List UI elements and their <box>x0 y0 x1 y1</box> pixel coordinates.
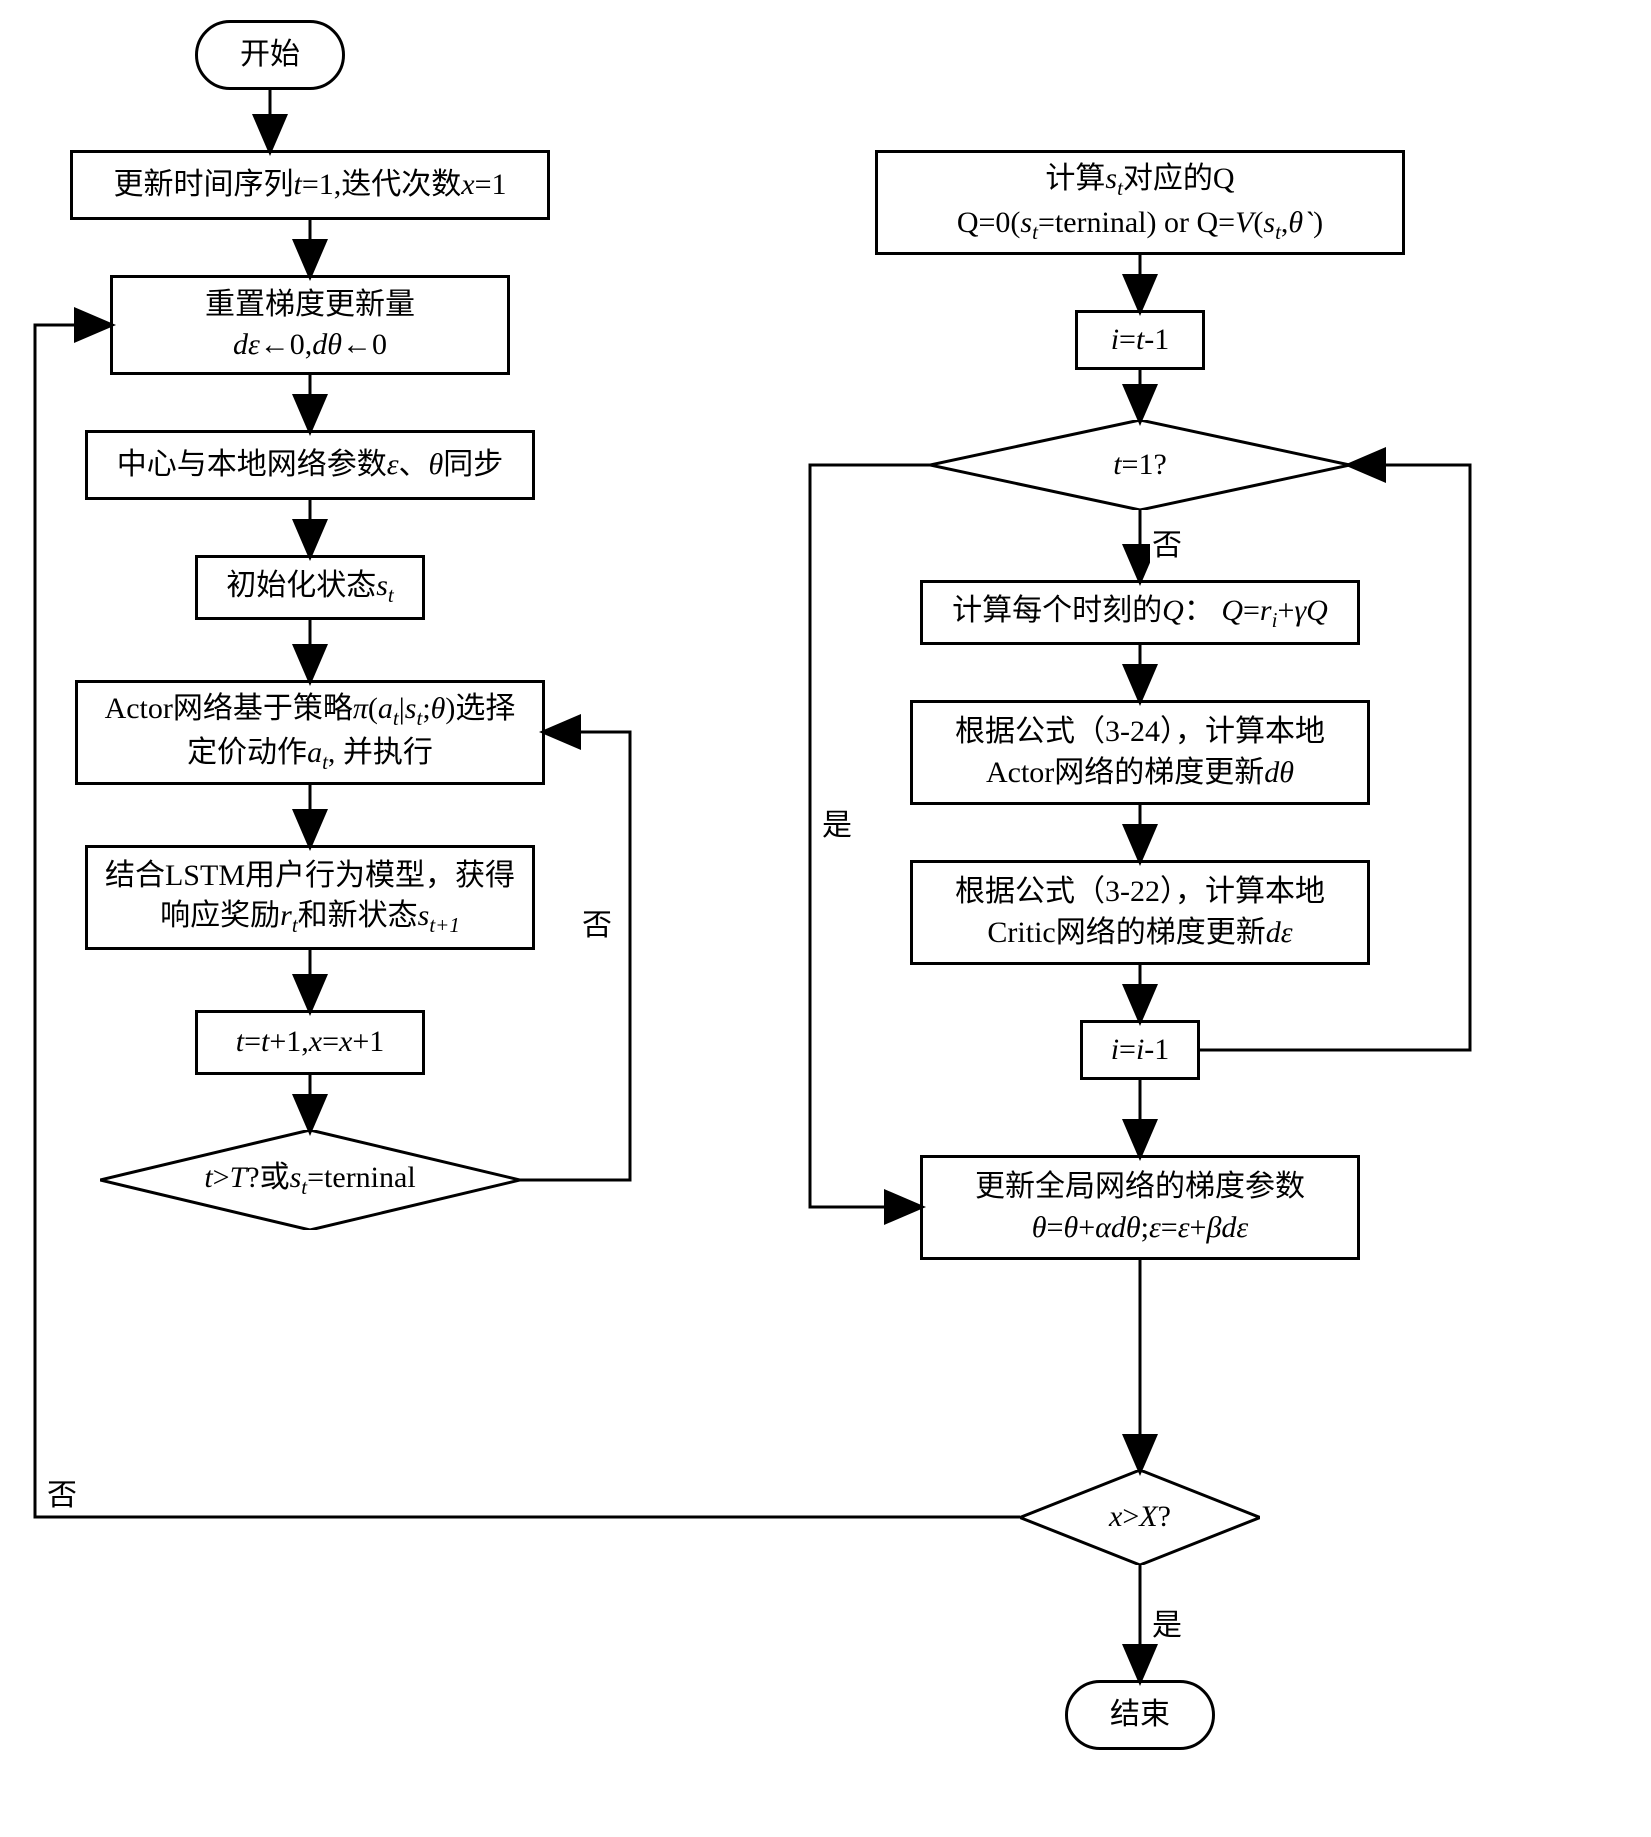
decision-d1: t>T?或st=terninal <box>100 1130 520 1230</box>
a2-text: 重置梯度更新量dε←0,dθ←0 <box>205 285 415 366</box>
process-a2: 重置梯度更新量dε←0,dθ←0 <box>110 275 510 375</box>
process-b3: 计算每个时刻的Q： Q=ri+γQ <box>920 580 1360 645</box>
b6-text: i=i-1 <box>1111 1030 1170 1071</box>
decision-d3: x>X? <box>1020 1470 1260 1565</box>
process-a6: 结合LSTM用户行为模型，获得响应奖励rt和新状态st+1 <box>85 845 535 950</box>
process-b7: 更新全局网络的梯度参数θ=θ+αdθ;ε=ε+βdε <box>920 1155 1360 1260</box>
b1-text: 计算st对应的QQ=0(st=terninal) or Q=V(st,θ`) <box>957 159 1323 246</box>
process-a4: 初始化状态st <box>195 555 425 620</box>
d3-text: x>X? <box>1109 1497 1171 1538</box>
d3-no-label: 否 <box>45 1470 79 1514</box>
d1-no-label: 否 <box>580 900 614 944</box>
end-label: 结束 <box>1110 1695 1170 1736</box>
process-a5: Actor网络基于策略π(at|st;θ)选择定价动作at, 并执行 <box>75 680 545 785</box>
a6-text: 结合LSTM用户行为模型，获得响应奖励rt和新状态st+1 <box>105 856 515 940</box>
b3-text: 计算每个时刻的Q： Q=ri+γQ <box>952 591 1328 634</box>
d2-text: t=1? <box>1113 445 1167 486</box>
process-b6: i=i-1 <box>1080 1020 1200 1080</box>
d2-yes-label: 是 <box>820 800 854 844</box>
d2-no-label: 否 <box>1150 520 1184 564</box>
end-node: 结束 <box>1065 1680 1215 1750</box>
process-b1: 计算st对应的QQ=0(st=terninal) or Q=V(st,θ`) <box>875 150 1405 255</box>
b4-text: 根据公式（3-24），计算本地Actor网络的梯度更新dθ <box>955 712 1325 793</box>
a3-text: 中心与本地网络参数ε、θ同步 <box>117 445 504 486</box>
a5-text: Actor网络基于策略π(at|st;θ)选择定价动作at, 并执行 <box>105 689 516 776</box>
process-a7: t=t+1,x=x+1 <box>195 1010 425 1075</box>
process-a3: 中心与本地网络参数ε、θ同步 <box>85 430 535 500</box>
a1-text: 更新时间序列t=1,迭代次数x=1 <box>113 165 506 206</box>
start-node: 开始 <box>195 20 345 90</box>
a7-text: t=t+1,x=x+1 <box>236 1022 385 1063</box>
a4-text: 初始化状态st <box>226 566 394 609</box>
process-a1: 更新时间序列t=1,迭代次数x=1 <box>70 150 550 220</box>
d1-text: t>T?或st=terninal <box>204 1158 415 1201</box>
process-b4: 根据公式（3-24），计算本地Actor网络的梯度更新dθ <box>910 700 1370 805</box>
b7-text: 更新全局网络的梯度参数θ=θ+αdθ;ε=ε+βdε <box>975 1167 1305 1248</box>
process-b5: 根据公式（3-22），计算本地Critic网络的梯度更新dε <box>910 860 1370 965</box>
decision-d2: t=1? <box>930 420 1350 510</box>
b2-text: i=t-1 <box>1111 320 1170 361</box>
d3-yes-label: 是 <box>1150 1600 1184 1644</box>
process-b2: i=t-1 <box>1075 310 1205 370</box>
start-label: 开始 <box>240 35 300 76</box>
b5-text: 根据公式（3-22），计算本地Critic网络的梯度更新dε <box>955 872 1325 953</box>
